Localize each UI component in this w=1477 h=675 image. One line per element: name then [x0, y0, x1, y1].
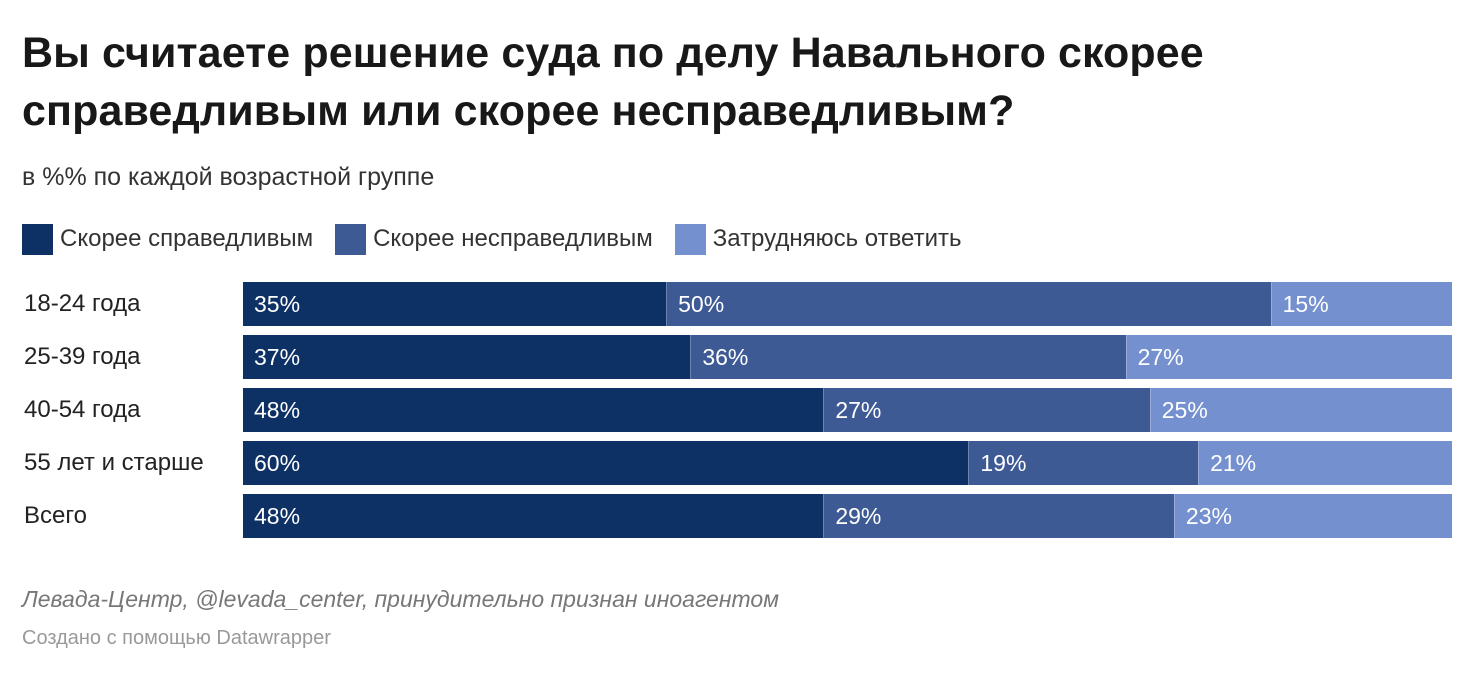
- chart-title: Вы считаете решение суда по делу Навальн…: [22, 29, 1204, 135]
- data-label: 48%: [254, 397, 301, 423]
- category-label: Всего: [24, 502, 87, 529]
- bar-segment-undecided: 27%: [1125, 335, 1452, 379]
- bar-segment-fair: 48%: [243, 388, 824, 432]
- bar-row: Всего 48% 29% 23%: [0, 494, 1477, 538]
- category-label: 40-54 года: [24, 396, 141, 423]
- legend-label-fair: Скорее справедливым: [60, 225, 314, 252]
- bar-segment-unfair: 36%: [690, 335, 1126, 379]
- legend-swatch-unfair: [335, 223, 367, 255]
- bar-segment-undecided: 23%: [1173, 494, 1452, 538]
- legend-swatch-undecided: [674, 223, 706, 255]
- bar-track: 48% 29% 23%: [243, 494, 1452, 538]
- data-label: 21%: [1210, 450, 1257, 476]
- data-label: 36%: [702, 344, 749, 370]
- data-label: 27%: [1137, 344, 1184, 370]
- bar-segment-unfair: 19%: [968, 441, 1199, 485]
- legend-label-unfair: Скорее несправедливым: [373, 225, 653, 252]
- data-label: 35%: [254, 291, 301, 317]
- legend-label-undecided: Затрудняюсь ответить: [712, 225, 962, 252]
- bar-segment-undecided: 25%: [1149, 388, 1452, 432]
- bar-row: 40-54 года 48% 27% 25%: [0, 388, 1477, 432]
- data-label: 27%: [835, 397, 882, 423]
- data-label: 25%: [1161, 397, 1208, 423]
- bar-segment-undecided: 15%: [1270, 282, 1452, 326]
- data-label: 29%: [835, 503, 882, 529]
- bar-segment-fair: 35%: [243, 282, 667, 326]
- bar-row: 25-39 года 37% 36% 27%: [0, 335, 1477, 379]
- bar-segment-fair: 37%: [243, 335, 691, 379]
- data-label: 48%: [254, 503, 301, 529]
- bar-segment-unfair: 27%: [823, 388, 1150, 432]
- legend-item-fair: Скорее справедливым: [22, 223, 313, 255]
- source-note: Левада-Центр, @levada_center, принудител…: [22, 586, 779, 612]
- bar-segment-unfair: 29%: [823, 494, 1174, 538]
- legend-item-undecided: Затрудняюсь ответить: [674, 223, 962, 255]
- category-label: 25-39 года: [24, 343, 141, 370]
- legend-swatch-fair: [22, 223, 53, 255]
- bar-track: 60% 19% 21%: [243, 441, 1452, 485]
- legend: Скорее справедливым Скорее несправедливы…: [22, 222, 984, 256]
- bar-segment-fair: 48%: [243, 494, 824, 538]
- chart-subtitle: в %% по каждой возрастной группе: [22, 163, 435, 191]
- category-label: 55 лет и старше: [24, 449, 204, 476]
- bar-segment-undecided: 21%: [1198, 441, 1452, 485]
- data-label: 23%: [1185, 503, 1232, 529]
- bar-track: 37% 36% 27%: [243, 335, 1452, 379]
- data-label: 19%: [980, 450, 1027, 476]
- bar-track: 48% 27% 25%: [243, 388, 1452, 432]
- data-label: 50%: [678, 291, 725, 317]
- bar-segment-unfair: 50%: [666, 282, 1271, 326]
- legend-item-unfair: Скорее несправедливым: [335, 223, 653, 255]
- data-label: 60%: [254, 450, 301, 476]
- bar-row: 55 лет и старше 60% 19% 21%: [0, 441, 1477, 485]
- data-label: 15%: [1282, 291, 1329, 317]
- bar-segment-fair: 60%: [243, 441, 969, 485]
- data-label: 37%: [254, 344, 301, 370]
- bar-row: 18-24 года 35% 50% 15%: [0, 282, 1477, 326]
- category-label: 18-24 года: [24, 290, 141, 317]
- bar-track: 35% 50% 15%: [243, 282, 1452, 326]
- credit-note: Создано с помощью Datawrapper: [22, 627, 331, 649]
- stacked-bar-chart: 18-24 года 35% 50% 15% 25-39 года 37% 36% 27% 40…: [0, 282, 1477, 542]
